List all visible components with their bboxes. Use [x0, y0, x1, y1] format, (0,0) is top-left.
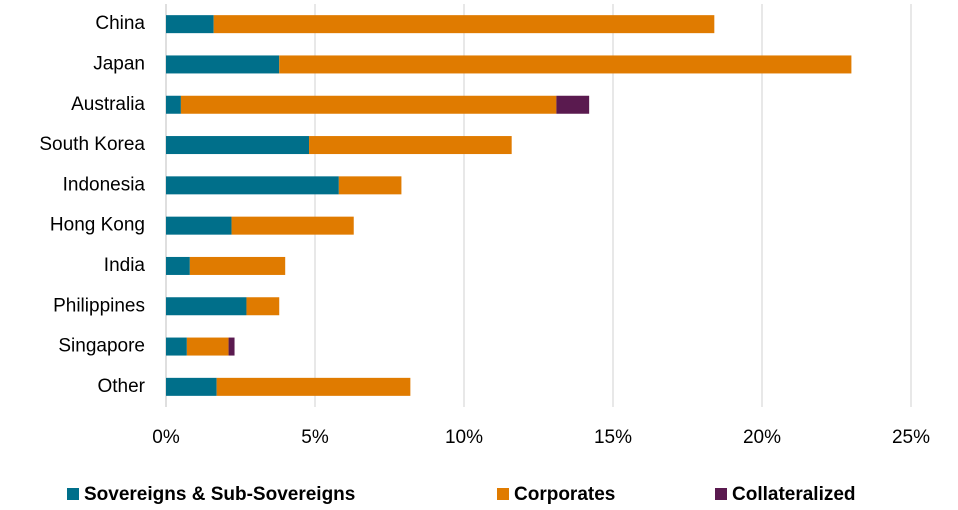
- legend-label: Corporates: [514, 484, 615, 505]
- legend-swatch: [497, 488, 509, 500]
- legend-swatch: [715, 488, 727, 500]
- y-tick-label: Japan: [93, 53, 145, 74]
- bar-segment: [166, 337, 187, 356]
- bar-segment: [228, 337, 235, 356]
- x-tick-label: 15%: [594, 427, 632, 448]
- y-tick-label: Australia: [71, 94, 145, 115]
- y-tick-label: India: [104, 255, 146, 276]
- x-tick-label: 25%: [892, 427, 930, 448]
- bar-segment: [166, 176, 339, 195]
- bar-segment: [166, 256, 190, 275]
- y-tick-label: Singapore: [58, 336, 145, 357]
- bar-segment: [166, 216, 232, 235]
- bar-segment: [231, 216, 354, 235]
- bar-segment: [246, 297, 280, 316]
- bar-segment: [556, 95, 590, 114]
- bar-segment: [338, 176, 402, 195]
- bar-segment: [216, 377, 411, 396]
- bar-segment: [166, 15, 214, 34]
- x-tick-label: 0%: [152, 427, 180, 448]
- y-tick-label: China: [95, 13, 145, 34]
- x-tick-label: 5%: [301, 427, 329, 448]
- bar-segment: [180, 95, 557, 114]
- bar-segment: [166, 136, 310, 155]
- y-tick-label: South Korea: [39, 134, 145, 155]
- legend-swatch: [67, 488, 79, 500]
- legend-label: Sovereigns & Sub-Sovereigns: [84, 484, 355, 505]
- bar-segment: [166, 55, 280, 74]
- bar-segment: [166, 297, 247, 316]
- bar-segment: [279, 55, 852, 74]
- y-tick-label: Hong Kong: [50, 215, 145, 236]
- y-tick-label: Philippines: [53, 295, 145, 316]
- y-tick-label: Indonesia: [63, 174, 146, 195]
- bar-segment: [166, 377, 217, 396]
- bar-segment: [213, 15, 715, 34]
- x-tick-label: 20%: [743, 427, 781, 448]
- x-tick-label: 10%: [445, 427, 483, 448]
- y-tick-label: Other: [97, 376, 145, 397]
- bar-segment: [186, 337, 229, 356]
- bar-segment: [189, 256, 286, 275]
- legend-label: Collateralized: [732, 484, 856, 505]
- bar-segment: [309, 136, 512, 155]
- bar-segment: [166, 95, 181, 114]
